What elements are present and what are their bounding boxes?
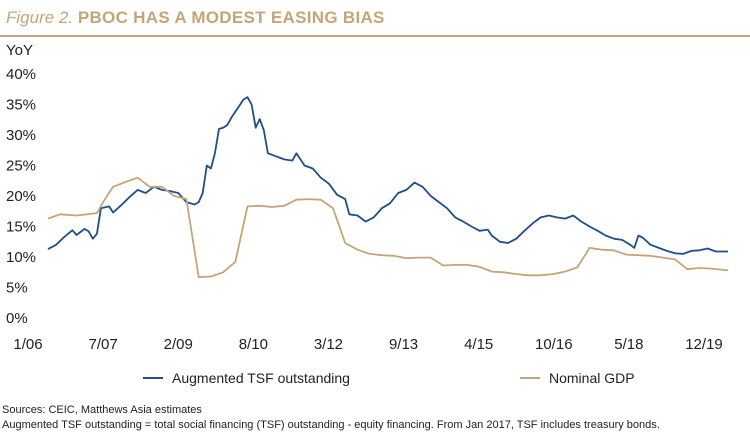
x-tick-label: 10/16 <box>535 336 573 353</box>
title-text: PBOC HAS A MODEST EASING BIAS <box>77 8 385 27</box>
chart-title: Figure 2. PBOC HAS A MODEST EASING BIAS <box>6 8 385 28</box>
x-tick-label: 9/13 <box>389 336 418 353</box>
y-tick-label: 5% <box>6 280 28 297</box>
line-chart: YoY 0% 5% 10% 15% 20% 25% 30% 35% 40% 1/06 7/07 2/09… <box>6 42 729 386</box>
x-tick-label: 5/18 <box>614 336 643 353</box>
x-tick-label: 1/06 <box>13 336 42 353</box>
y-tick-label: 25% <box>6 158 36 175</box>
x-tick-label: 7/07 <box>89 336 118 353</box>
y-tick-label: 30% <box>6 127 36 144</box>
y-tick-label: 10% <box>6 249 36 266</box>
x-tick-label: 3/12 <box>314 336 343 353</box>
y-tick-label: 0% <box>6 310 28 327</box>
title-rule <box>0 35 750 37</box>
x-tick-label: 12/19 <box>685 336 723 353</box>
figure-number: Figure 2. <box>6 8 74 27</box>
y-tick-label: 20% <box>6 188 36 205</box>
title-bar: Figure 2. PBOC HAS A MODEST EASING BIAS <box>0 0 750 36</box>
legend-label-gdp: Nominal GDP <box>549 370 635 386</box>
definition-note: Augmented TSF outstanding = total social… <box>2 419 660 431</box>
y-axis-label: YoY <box>6 42 33 59</box>
y-tick-label: 40% <box>6 66 36 83</box>
x-tick-label: 4/15 <box>464 336 493 353</box>
sources-note: Sources: CEIC, Matthews Asia estimates <box>2 404 202 416</box>
x-tick-label: 2/09 <box>164 336 193 353</box>
x-tick-label: 8/10 <box>239 336 268 353</box>
tsf-series-line <box>47 96 728 255</box>
y-tick-label: 15% <box>6 219 36 236</box>
legend-label-tsf: Augmented TSF outstanding <box>172 370 350 386</box>
gdp-series-line <box>47 176 729 278</box>
y-tick-label: 35% <box>6 97 36 114</box>
